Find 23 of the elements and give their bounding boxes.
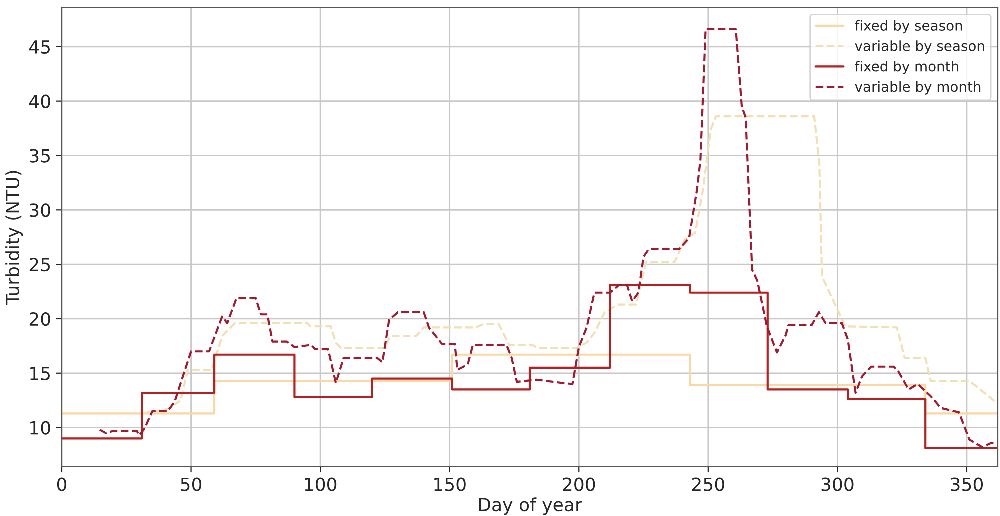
x-tick-label: 250	[692, 478, 724, 492]
x-tick-label: 50	[181, 478, 202, 492]
y-axis-title: Turbidity (NTU)	[6, 171, 24, 306]
x-axis-title: Day of year	[479, 498, 582, 516]
x-tick-label: 100	[305, 478, 337, 492]
legend-label: fixed by season	[855, 20, 962, 34]
x-tick-label: 350	[951, 478, 984, 492]
y-tick-label: 40	[29, 94, 50, 108]
y-tick-label: 45	[29, 40, 50, 54]
x-tick-label: 0	[57, 478, 67, 492]
y-tick-label: 25	[30, 258, 50, 272]
legend-label: variable by month	[855, 81, 981, 95]
legend-label: variable by season	[855, 40, 984, 54]
y-tick-label: 20	[30, 312, 50, 326]
x-tick-label: 200	[563, 478, 596, 492]
y-tick-label: 35	[30, 149, 50, 163]
line-series	[141, 116, 998, 415]
x-tick-label: 300	[822, 478, 854, 492]
y-tick-label: 30	[30, 204, 50, 218]
legend-label: fixed by month	[855, 61, 958, 74]
y-tick-label: 10	[30, 421, 50, 435]
y-tick-label: 15	[30, 367, 50, 381]
x-tick-label: 150	[434, 478, 466, 492]
